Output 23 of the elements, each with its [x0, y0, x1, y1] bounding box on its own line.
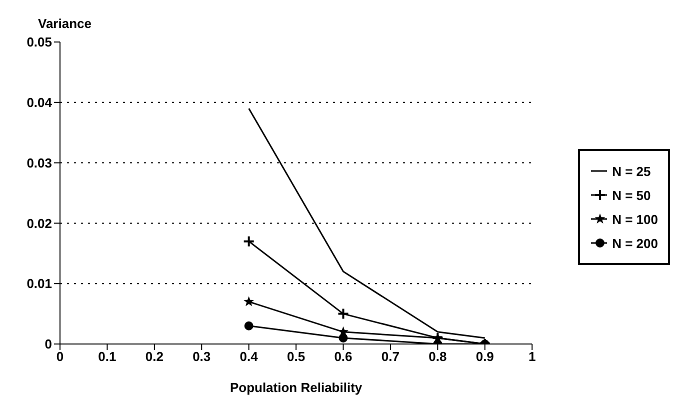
x-tick-label: 0.3 [192, 349, 211, 364]
y-axis-title: Variance [38, 16, 92, 31]
x-tick-label: 1 [528, 349, 536, 364]
x-axis-title: Population Reliability [230, 380, 363, 395]
y-tick-label: 0 [44, 336, 52, 352]
y-tick-label: 0.05 [26, 34, 52, 50]
x-tick-label: 0.5 [287, 349, 306, 364]
legend-label: N = 100 [612, 212, 658, 226]
y-tick-label: 0.02 [26, 216, 52, 231]
x-tick-label: 0.9 [476, 349, 494, 364]
x-tick-label: 0.8 [428, 349, 447, 364]
legend-label: N = 25 [612, 164, 651, 178]
legend-label: N = 200 [612, 236, 658, 250]
x-tick-label: 0.7 [381, 349, 400, 364]
y-tick-label: 0.04 [26, 95, 53, 110]
x-tick-label: 0.6 [334, 349, 352, 364]
y-tick-label: 0.03 [26, 155, 52, 170]
y-tick-label: 0.01 [26, 276, 52, 292]
x-tick-label: 0.1 [98, 349, 116, 364]
x-tick-label: 0.4 [240, 349, 259, 364]
x-tick-label: 0.2 [145, 349, 164, 364]
x-tick-label: 0 [56, 349, 64, 364]
legend-label: N = 50 [612, 188, 651, 202]
